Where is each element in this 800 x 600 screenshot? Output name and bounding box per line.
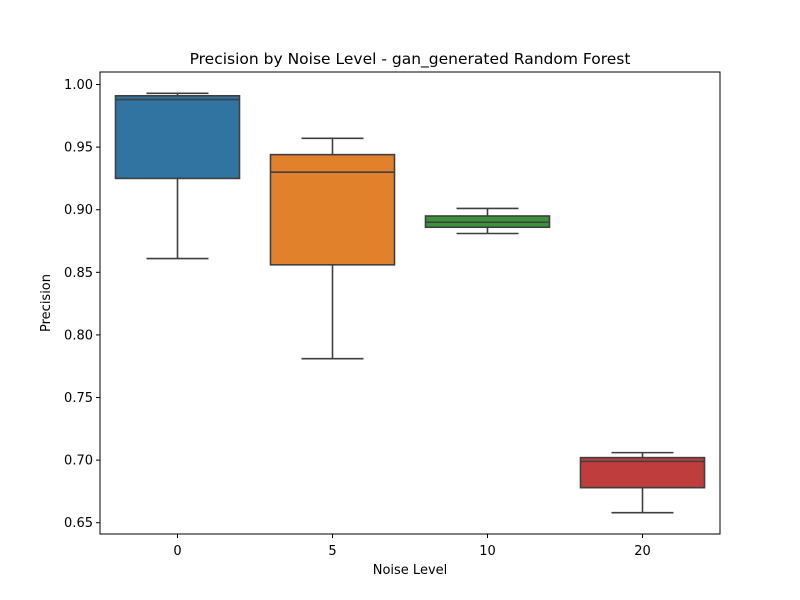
plot-frame (99, 71, 721, 535)
y-tick-label: 1.00 (64, 78, 93, 93)
y-axis-label: Precision (39, 274, 54, 332)
y-tick-label: 0.65 (64, 516, 93, 531)
x-axis-label: Noise Level (373, 563, 448, 578)
boxes-layer (114, 92, 706, 514)
y-tick-label: 0.95 (64, 141, 93, 156)
y-tick-label: 0.80 (64, 328, 93, 343)
iqr-box (579, 456, 706, 489)
x-tick-label: 0 (173, 544, 181, 559)
box-group-20 (579, 451, 706, 514)
x-tick-label: 5 (328, 544, 336, 559)
box-group-10 (424, 207, 551, 235)
y-tick-label: 0.70 (64, 454, 93, 469)
box-group-5 (269, 137, 396, 360)
iqr-box (114, 94, 241, 180)
y-tick-label: 0.75 (64, 391, 93, 406)
x-axis: 0 5 10 20 (173, 534, 651, 559)
chart-title: Precision by Noise Level - gan_generated… (190, 50, 631, 69)
y-tick-label: 0.90 (64, 203, 93, 218)
iqr-box (269, 153, 396, 266)
y-tick-label: 0.85 (64, 266, 93, 281)
box-group-0 (114, 92, 241, 260)
x-tick-label: 20 (634, 544, 651, 559)
x-tick-label: 10 (479, 544, 496, 559)
y-axis: 0.65 0.70 0.75 0.80 0.85 0.90 0.95 1.00 (64, 78, 100, 531)
